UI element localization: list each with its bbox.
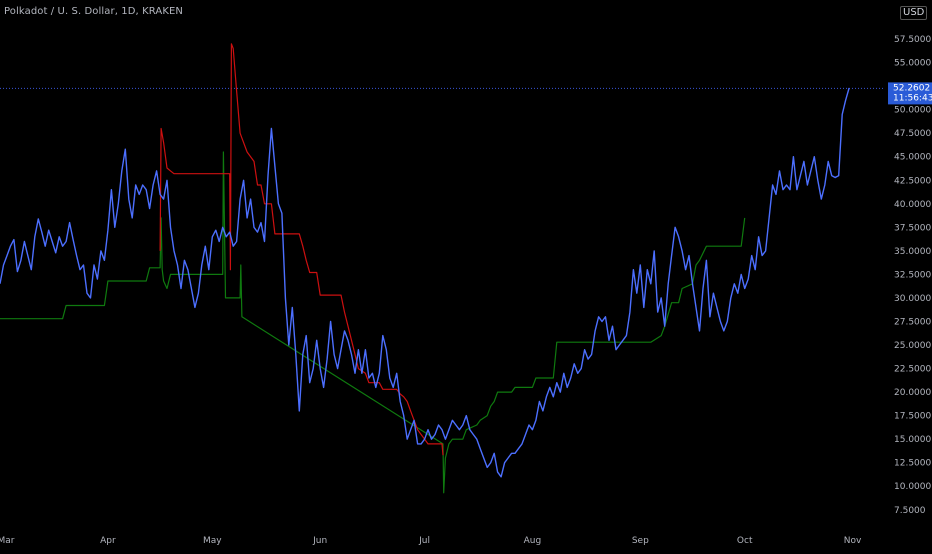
currency-selector[interactable]: USD: [900, 6, 928, 20]
red-series-line: [159, 43, 444, 456]
y-tick-label: 20.0000: [894, 388, 931, 398]
symbol-title: Polkadot / U. S. Dollar, 1D, KRAKEN: [4, 6, 183, 17]
y-tick-label: 45.0000: [894, 153, 931, 163]
y-tick-label: 42.5000: [894, 176, 931, 186]
candle-countdown: 11:56:43: [893, 93, 932, 103]
y-axis[interactable]: 7.5000 10.0000 12.5000 15.0000 17.5000 20.000…: [894, 35, 931, 516]
x-tick-label: Jun: [312, 536, 327, 546]
y-tick-label: 32.5000: [894, 270, 931, 280]
green-series-line: [0, 151, 746, 494]
x-tick-label: Mar: [0, 536, 15, 546]
x-tick-label: Sep: [632, 536, 649, 546]
x-tick-label: Jul: [418, 536, 430, 546]
y-tick-label: 50.0000: [894, 106, 931, 116]
y-tick-label: 47.5000: [894, 129, 931, 139]
y-tick-label: 30.0000: [894, 294, 931, 304]
y-tick-label: 27.5000: [894, 318, 931, 328]
y-tick-label: 17.5000: [894, 412, 931, 422]
y-tick-label: 55.0000: [894, 59, 931, 69]
x-tick-label: May: [203, 536, 222, 546]
last-price-badge: 52.2602 11:56:43: [888, 82, 932, 105]
y-tick-label: 35.0000: [894, 247, 931, 257]
last-price-value: 52.2602: [893, 83, 930, 93]
y-tick-label: 57.5000: [894, 35, 931, 45]
y-tick-label: 37.5000: [894, 223, 931, 233]
x-tick-label: Oct: [737, 536, 753, 546]
y-tick-label: 12.5000: [894, 459, 931, 469]
y-tick-label: 10.0000: [894, 482, 931, 492]
y-tick-label: 15.0000: [894, 435, 931, 445]
x-tick-label: Aug: [524, 536, 542, 546]
series-layer: [0, 43, 850, 494]
y-tick-label: 7.5000: [894, 506, 926, 516]
x-tick-label: Nov: [844, 536, 862, 546]
x-axis[interactable]: Mar Apr May Jun Jul Aug Sep Oct Nov: [0, 536, 862, 546]
y-tick-label: 40.0000: [894, 200, 931, 210]
y-tick-label: 25.0000: [894, 341, 931, 351]
x-tick-label: Apr: [100, 536, 116, 546]
price-series-line: [0, 87, 850, 478]
y-tick-label: 22.5000: [894, 365, 931, 375]
